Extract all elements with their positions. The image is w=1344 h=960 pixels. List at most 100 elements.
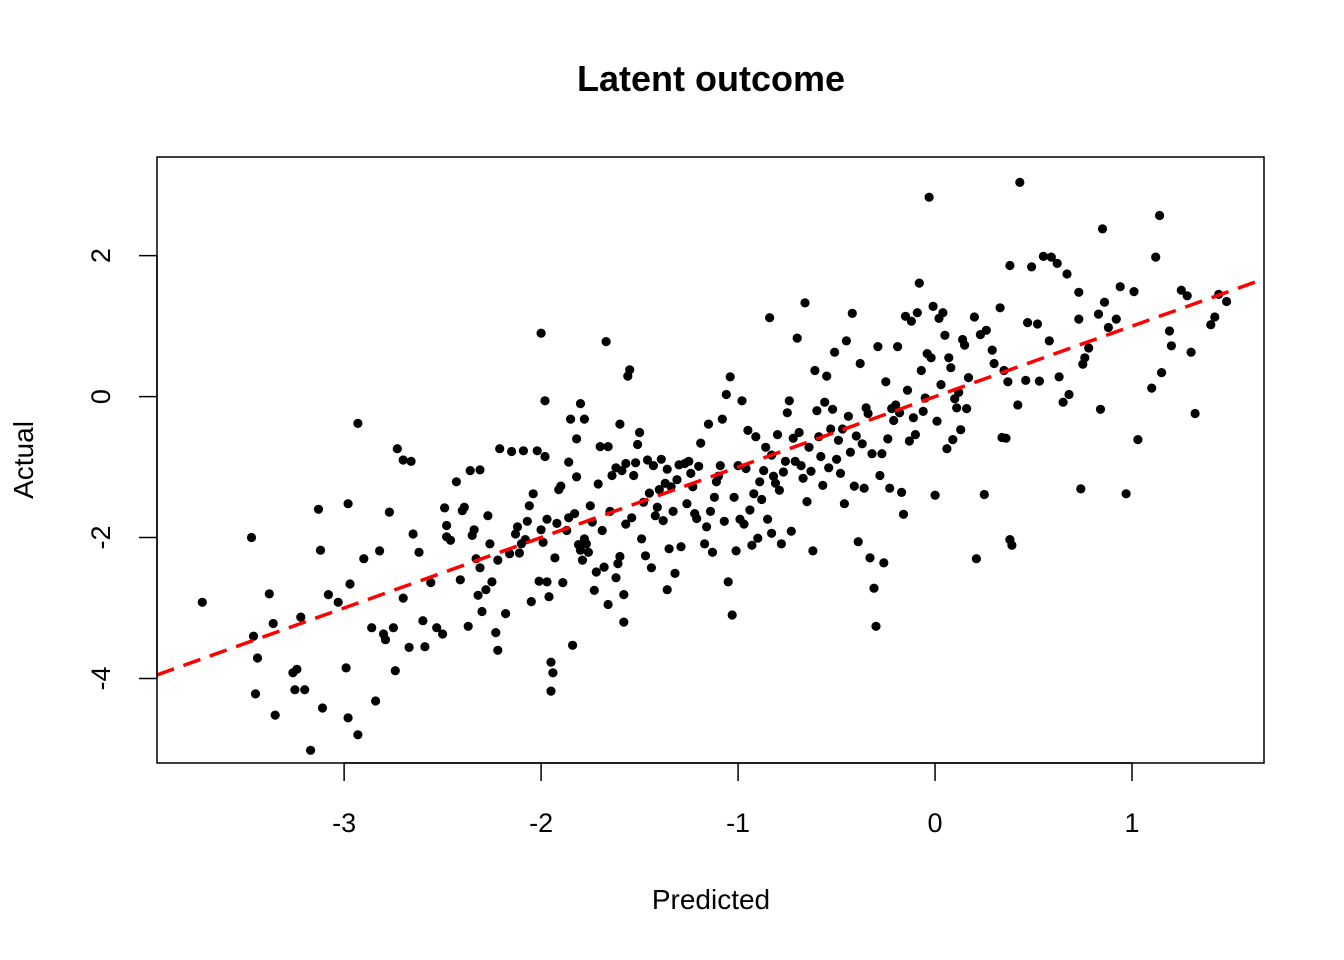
x-tick-label: 0: [928, 808, 943, 838]
data-point: [353, 730, 363, 740]
data-point: [676, 542, 686, 552]
data-point: [404, 642, 414, 653]
data-point: [845, 447, 856, 457]
data-point: [786, 526, 796, 536]
data-point: [603, 442, 613, 452]
data-point: [843, 411, 854, 421]
data-point: [1222, 296, 1232, 307]
data-point: [835, 468, 846, 478]
data-point: [552, 518, 562, 529]
data-point: [702, 522, 712, 532]
data-point: [707, 547, 718, 557]
data-point: [493, 555, 503, 565]
x-axis: -3 -2 -1 0 1: [332, 762, 1140, 838]
data-point: [749, 489, 759, 499]
data-point: [832, 454, 842, 464]
data-point: [345, 579, 355, 589]
data-point: [916, 365, 926, 376]
data-point: [904, 436, 915, 446]
data-point: [928, 301, 938, 311]
data-point: [522, 516, 532, 526]
data-point: [455, 575, 465, 585]
data-point: [637, 534, 647, 544]
data-point: [548, 668, 558, 678]
data-point: [514, 548, 525, 558]
data-point: [784, 396, 794, 406]
data-point: [493, 645, 503, 655]
data-point: [709, 492, 720, 502]
data-point: [830, 347, 840, 357]
data-point: [891, 400, 901, 410]
data-point: [550, 553, 560, 563]
data-point: [483, 511, 493, 521]
y-axis: -4 -2 0 2: [86, 248, 158, 690]
data-point: [816, 451, 826, 462]
data-point: [315, 545, 326, 555]
data-point: [599, 562, 609, 572]
data-point: [857, 439, 867, 449]
data-point: [577, 555, 588, 565]
data-point: [902, 385, 913, 395]
data-point: [384, 507, 394, 517]
data-point: [248, 631, 259, 641]
data-point: [536, 525, 546, 535]
data-point: [946, 363, 956, 373]
data-point: [367, 623, 377, 633]
data-point: [540, 396, 550, 406]
data-point: [723, 577, 733, 587]
x-tick-label: -2: [529, 808, 553, 838]
data-point: [684, 456, 694, 466]
data-point: [897, 487, 907, 497]
data-point: [1206, 320, 1216, 330]
data-point: [770, 478, 781, 488]
data-point: [782, 408, 792, 418]
data-point: [313, 504, 324, 514]
data-point: [1007, 540, 1017, 550]
data-point: [268, 618, 278, 629]
data-point: [1164, 326, 1175, 336]
data-point: [491, 628, 501, 638]
data-point: [727, 610, 737, 620]
data-point: [477, 606, 487, 617]
data-point: [768, 471, 779, 481]
data-point: [532, 446, 542, 456]
data-point: [715, 461, 725, 471]
data-point: [542, 577, 552, 587]
data-point: [755, 477, 765, 487]
data-point: [1157, 368, 1167, 378]
data-point: [1084, 343, 1094, 353]
data-point: [1054, 372, 1064, 382]
y-tick-label: 0: [86, 389, 116, 404]
data-point: [656, 454, 666, 464]
data-point: [981, 325, 991, 335]
data-point: [780, 456, 791, 466]
data-point: [572, 472, 582, 482]
data-point: [889, 415, 899, 426]
data-point: [776, 539, 787, 549]
data-point: [640, 551, 651, 561]
data-point: [380, 635, 391, 645]
data-point: [621, 519, 631, 529]
data-point: [1015, 177, 1025, 187]
data-point: [575, 399, 586, 409]
data-point: [871, 621, 881, 631]
data-point: [682, 499, 692, 509]
data-point: [668, 506, 678, 516]
data-point: [507, 446, 517, 457]
data-point: [581, 539, 592, 549]
data-point: [440, 503, 450, 513]
data-point: [654, 485, 664, 495]
data-point: [1095, 404, 1106, 414]
data-point: [879, 558, 889, 568]
data-point: [956, 425, 966, 435]
data-point: [1182, 291, 1192, 301]
data-point: [442, 520, 452, 531]
x-axis-label: Predicted: [652, 884, 770, 915]
data-point: [481, 585, 491, 595]
data-point: [501, 609, 511, 619]
data-point: [800, 298, 810, 308]
data-point: [593, 479, 603, 489]
data-point: [595, 442, 605, 452]
data-point: [418, 616, 428, 626]
data-point: [969, 312, 980, 322]
